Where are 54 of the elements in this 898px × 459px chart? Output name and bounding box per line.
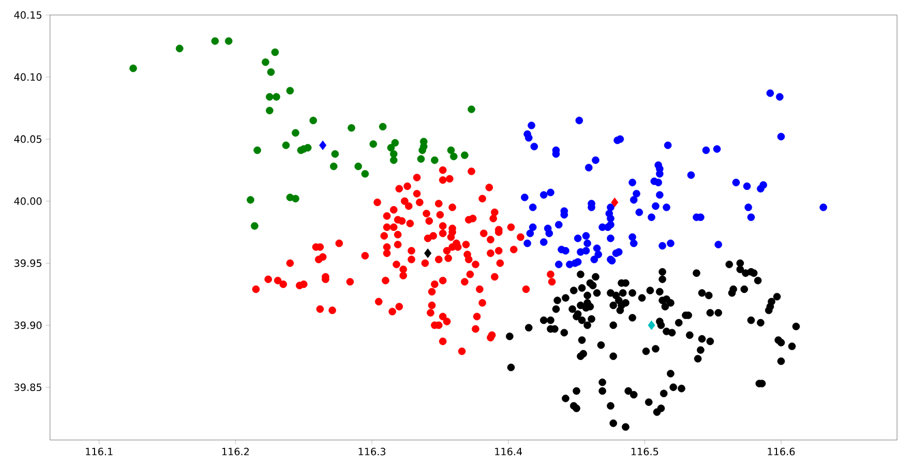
point [330,162,338,170]
point [292,194,300,202]
point [319,140,326,150]
y-tick-label: 39.85 [14,383,42,392]
point [390,156,398,164]
x-tick-label: 116.4 [495,448,522,456]
point [286,86,294,94]
y-tick-label: 40.05 [14,135,42,143]
point [430,156,438,164]
point [309,116,318,124]
point [379,122,387,130]
point [250,222,258,230]
point [468,106,476,114]
point [387,144,395,152]
point [176,44,184,52]
point [361,170,369,178]
point [262,58,270,66]
x-tick-label: 116.2 [222,448,249,456]
point [417,155,425,163]
point [611,198,618,208]
point [267,68,275,76]
y-tick-label: 40.15 [14,11,42,19]
point [246,196,254,204]
y-tick-label: 40.10 [14,73,42,81]
point [129,64,137,72]
point [450,152,458,160]
point [282,142,290,150]
point [271,48,279,56]
point [418,146,426,154]
point [369,140,378,148]
point [254,146,262,154]
point [266,93,274,101]
point [390,150,398,158]
point [211,37,219,45]
point [648,320,656,330]
x-tick-label: 116.3 [358,448,386,456]
point [391,139,399,147]
point [272,93,280,101]
x-tick-label: 116.1 [86,448,112,456]
point [224,37,232,45]
y-tick-label: 39.90 [14,321,42,329]
point [304,144,312,152]
point [447,146,455,154]
point [266,106,274,114]
point [424,248,432,258]
point [348,124,356,132]
x-tick-label: 116.5 [632,448,658,456]
x-tick-label: 116.6 [768,448,795,456]
point [354,162,362,170]
point [292,129,300,137]
y-tick-label: 40.00 [14,197,42,205]
point [331,150,339,158]
y-tick-label: 39.95 [14,259,42,267]
point [460,151,468,159]
